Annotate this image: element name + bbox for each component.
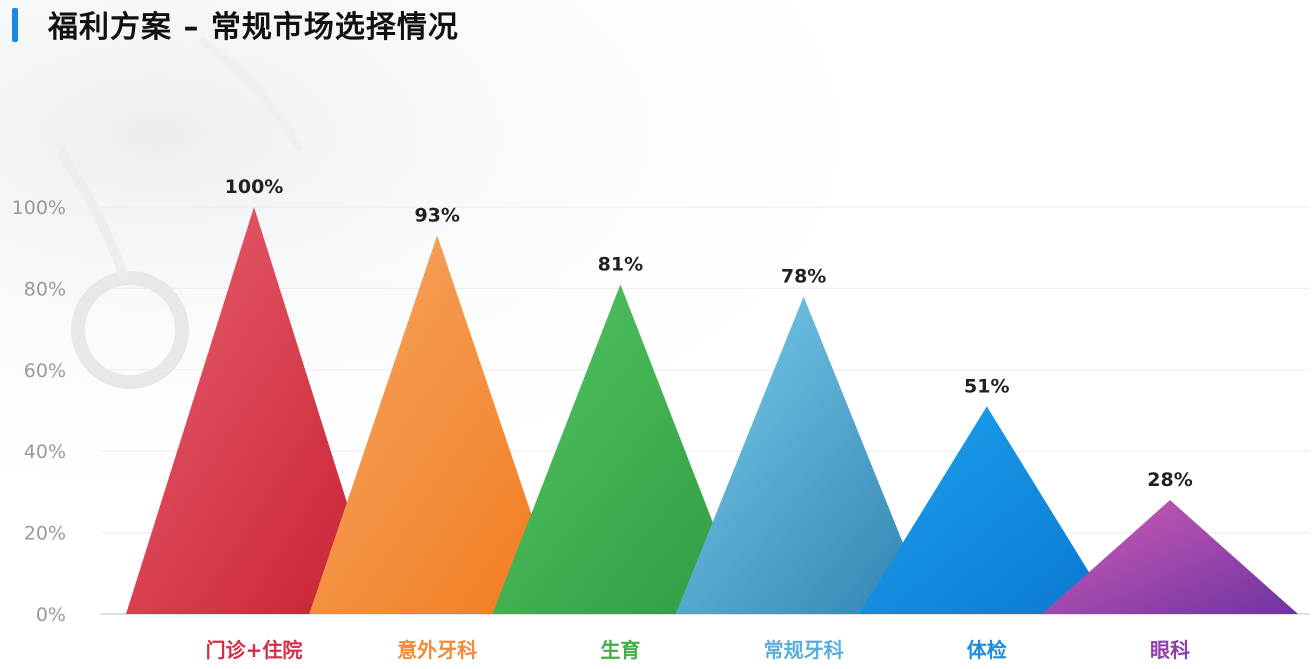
page-title: 福利方案 – 常规市场选择情况 bbox=[48, 10, 459, 45]
category-label: 门诊+住院 bbox=[206, 638, 303, 662]
y-tick-label: 0% bbox=[36, 604, 66, 626]
triangle-bar bbox=[1042, 500, 1298, 614]
category-label: 眼科 bbox=[1150, 638, 1190, 662]
y-tick-label: 20% bbox=[24, 523, 66, 545]
title-accent-bar bbox=[12, 8, 18, 42]
category-label: 生育 bbox=[600, 638, 640, 662]
category-label: 常规牙科 bbox=[764, 638, 844, 662]
triangle-bar bbox=[858, 406, 1115, 614]
data-label: 100% bbox=[225, 176, 284, 198]
y-tick-label: 40% bbox=[24, 441, 66, 463]
data-label: 51% bbox=[964, 375, 1009, 397]
y-tick-label: 60% bbox=[24, 360, 66, 382]
triangle-bar bbox=[309, 235, 566, 615]
data-label: 28% bbox=[1147, 469, 1192, 491]
category-label: 意外牙科 bbox=[397, 638, 477, 662]
triangle-bar bbox=[126, 207, 382, 614]
data-label: 81% bbox=[598, 253, 643, 275]
data-label: 78% bbox=[781, 266, 826, 288]
y-tick-label: 100% bbox=[12, 197, 66, 219]
category-label: 体检 bbox=[967, 638, 1007, 662]
y-tick-label: 80% bbox=[24, 278, 66, 300]
data-label: 93% bbox=[414, 204, 459, 226]
triangle-bar bbox=[492, 284, 749, 614]
triangle-bar bbox=[675, 296, 932, 614]
